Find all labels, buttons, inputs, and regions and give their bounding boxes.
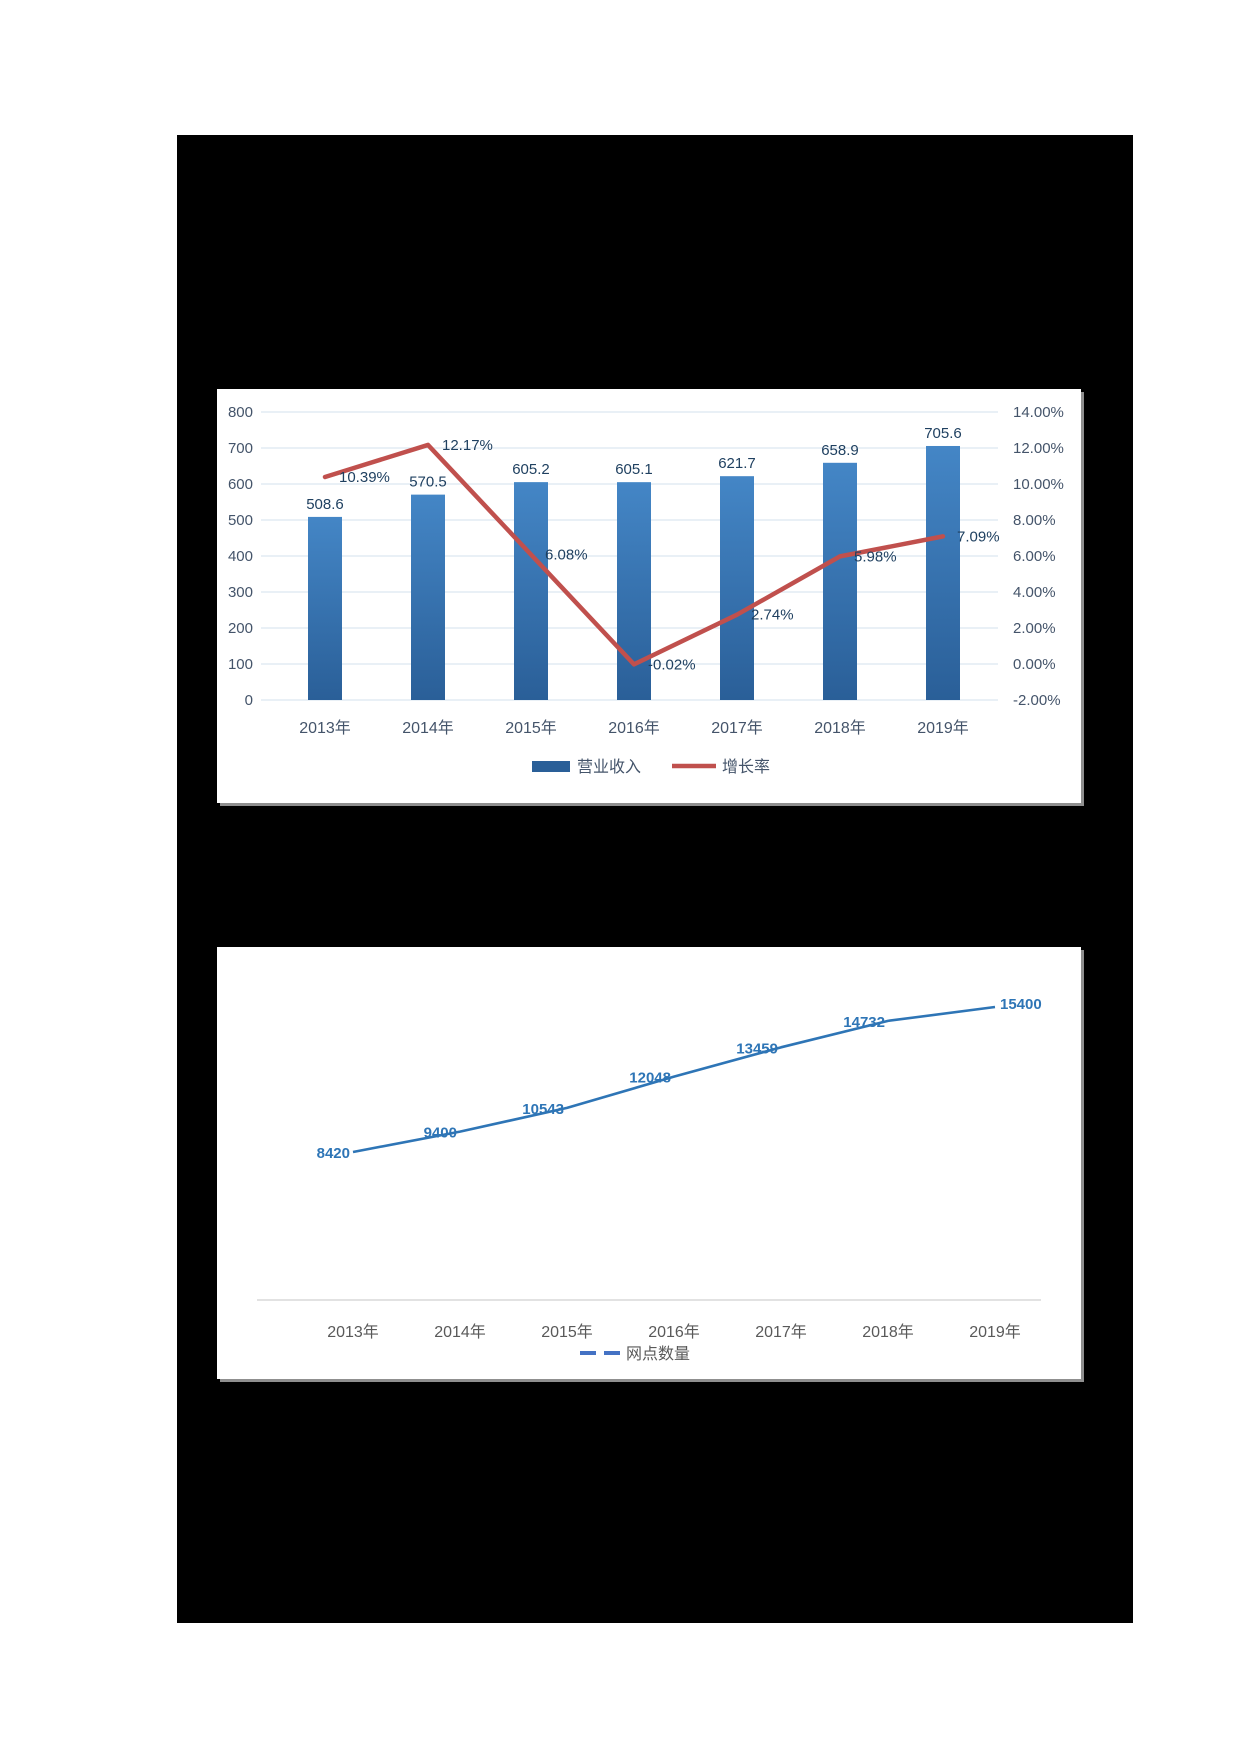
point-value-label: 12048 xyxy=(629,1070,671,1087)
point-value-label: 15400 xyxy=(1000,996,1042,1013)
left-axis-tick: 300 xyxy=(228,584,253,601)
right-axis-tick: 6.00% xyxy=(1013,548,1056,565)
outlet-count-chart: 8420 9400 10543 12048 13459 14732 15400 2013年 20… xyxy=(257,996,1042,1363)
line-value-label: 5.98% xyxy=(854,548,897,565)
left-axis-tick: 600 xyxy=(228,476,253,493)
growth-rate-line xyxy=(322,442,946,667)
bar-2019年 xyxy=(926,445,960,700)
line-value-label: 6.08% xyxy=(545,547,588,564)
right-axis-tick: 4.00% xyxy=(1013,584,1056,601)
revenue-growth-chart: 800 700 600 500 400 300 200 100 0 14.00% 12.00% 10.… xyxy=(228,404,1064,776)
bar-2017年 xyxy=(720,476,754,700)
bar-value-label: 570.5 xyxy=(409,474,447,491)
x-axis-label: 2013年 xyxy=(327,1323,379,1341)
x-axis-label: 2014年 xyxy=(434,1323,486,1341)
bar-value-label: 605.2 xyxy=(512,461,550,478)
x-axis-label: 2018年 xyxy=(814,719,866,737)
point-value-label: 8420 xyxy=(317,1145,350,1162)
right-axis-tick: 8.00% xyxy=(1013,512,1056,529)
point-value-label: 13459 xyxy=(736,1040,778,1057)
left-axis-tick: 500 xyxy=(228,512,253,529)
bar-2016年 xyxy=(617,482,651,700)
x-axis-label: 2013年 xyxy=(299,719,351,737)
right-axis-tick: 12.00% xyxy=(1013,440,1064,457)
right-axis-tick: 2.00% xyxy=(1013,620,1056,637)
left-axis-tick: 100 xyxy=(228,656,253,673)
line-value-label: 12.17% xyxy=(442,437,493,454)
x-axis-label: 2017年 xyxy=(755,1323,807,1341)
x-axis-label: 2019年 xyxy=(917,719,969,737)
line-value-label: 7.09% xyxy=(957,528,1000,545)
point-value-label: 14732 xyxy=(843,1014,885,1031)
point-value-label: 10543 xyxy=(522,1101,564,1118)
left-axis-tick: 400 xyxy=(228,548,253,565)
revenue-growth-chart-panel: 800 700 600 500 400 300 200 100 0 14.00% 12.00% 10.… xyxy=(217,389,1081,803)
bar-2014年 xyxy=(411,494,445,700)
bar-value-label: 605.1 xyxy=(615,461,653,478)
x-axis-label: 2016年 xyxy=(648,1323,700,1341)
line-value-label: 2.74% xyxy=(751,607,794,624)
x-axis-label: 2019年 xyxy=(969,1323,1021,1341)
x-axis-label: 2015年 xyxy=(505,719,557,737)
left-axis-tick: 700 xyxy=(228,440,253,457)
right-axis-tick: -2.00% xyxy=(1013,692,1061,709)
line-value-label: 10.39% xyxy=(339,469,390,486)
x-axis-label: 2018年 xyxy=(862,1323,914,1341)
x-axis-label: 2015年 xyxy=(541,1323,593,1341)
left-axis-tick: 0 xyxy=(245,692,253,709)
legend-swatch-revenue xyxy=(532,761,570,772)
left-axis-tick: 200 xyxy=(228,620,253,637)
right-axis-tick: 10.00% xyxy=(1013,476,1064,493)
outlet-count-chart-panel: 8420 9400 10543 12048 13459 14732 15400 2013年 20… xyxy=(217,947,1081,1379)
x-axis-label: 2016年 xyxy=(608,719,660,737)
line-value-label: -0.02% xyxy=(648,656,696,673)
right-axis-tick: 0.00% xyxy=(1013,656,1056,673)
document-canvas: 800 700 600 500 400 300 200 100 0 14.00% 12.00% 10.… xyxy=(177,135,1133,1623)
legend-label-growth: 增长率 xyxy=(722,758,770,776)
bar-value-label: 508.6 xyxy=(306,496,344,513)
bar-2015年 xyxy=(514,482,548,700)
x-axis-label: 2017年 xyxy=(711,719,763,737)
bar-2013年 xyxy=(308,516,342,700)
point-value-label: 9400 xyxy=(424,1125,457,1142)
bar-value-label: 705.6 xyxy=(924,425,962,442)
legend-label-revenue: 营业收入 xyxy=(577,758,641,776)
right-axis-tick: 14.00% xyxy=(1013,404,1064,421)
x-axis-label: 2014年 xyxy=(402,719,454,737)
outlet-count-line xyxy=(352,1005,996,1154)
legend-label-outlets: 网点数量 xyxy=(626,1345,690,1363)
bar-value-label: 658.9 xyxy=(821,442,859,459)
left-axis-tick: 800 xyxy=(228,404,253,421)
bar-2018年 xyxy=(823,462,857,700)
bar-value-label: 621.7 xyxy=(718,455,756,472)
